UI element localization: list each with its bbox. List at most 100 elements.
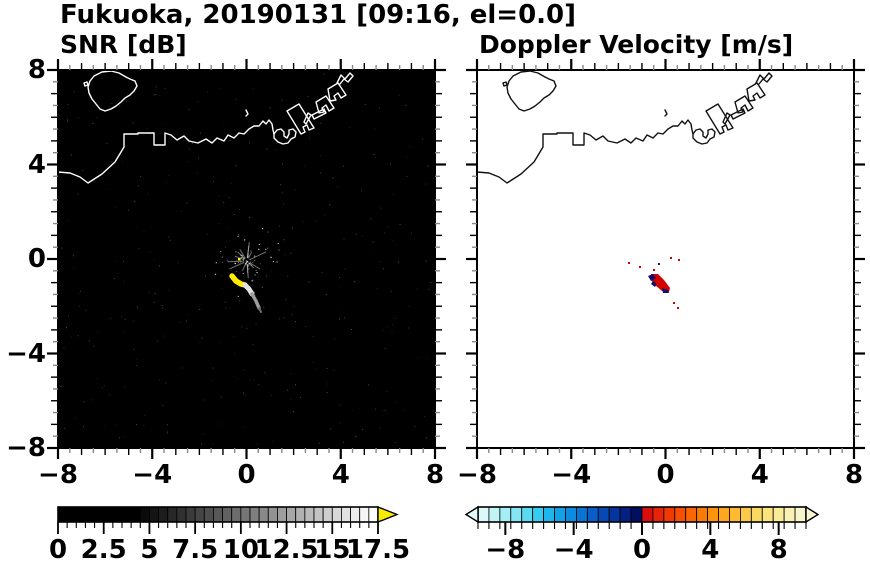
snr-colorbar-cell: [359, 506, 370, 523]
noise-speckle: [283, 239, 285, 241]
snr-colorbar-label: 7.5: [172, 535, 219, 565]
clutter-speckle: [276, 261, 278, 263]
noise-speckle: [136, 365, 138, 366]
snr-colorbar-cell: [286, 506, 297, 523]
clutter-speckle: [220, 250, 222, 253]
snr-colorbar-cell: [66, 506, 77, 523]
noise-speckle: [270, 395, 272, 396]
noise-speckle: [203, 399, 205, 401]
noise-speckle: [67, 103, 69, 105]
clutter-speckle: [221, 256, 224, 258]
noise-speckle: [95, 411, 97, 413]
snr-colorbar-cell: [295, 506, 306, 523]
noise-speckle: [143, 415, 145, 417]
coastline-harbor-pier: [692, 128, 716, 145]
noise-speckle: [103, 93, 105, 95]
noise-speckle: [334, 338, 336, 340]
clutter-speckle: [234, 262, 236, 265]
noise-speckle: [147, 193, 149, 195]
snr-colorbar-label: 12.5: [254, 535, 319, 565]
noise-speckle: [91, 84, 93, 86]
noise-speckle: [169, 239, 171, 241]
noise-speckle: [223, 202, 225, 203]
noise-speckle: [110, 318, 112, 320]
noise-speckle: [364, 104, 366, 106]
noise-speckle: [68, 220, 70, 221]
noise-speckle: [111, 102, 113, 104]
doppler-colorbar-cell: [794, 506, 807, 523]
noise-speckle: [257, 276, 259, 278]
clutter-speckle: [252, 261, 254, 263]
noise-speckle: [316, 368, 317, 369]
snr-colorbar-label: 2.5: [80, 535, 127, 565]
noise-speckle: [403, 409, 405, 411]
doppler-colorbar-cell: [586, 506, 599, 523]
noise-speckle: [385, 410, 387, 412]
snr-colorbar-cell: [185, 506, 196, 523]
noise-speckle: [168, 174, 170, 176]
noise-speckle: [167, 424, 168, 426]
noise-speckle: [66, 327, 67, 329]
noise-speckle: [291, 314, 293, 316]
noise-speckle: [161, 123, 163, 125]
noise-speckle: [67, 118, 69, 120]
noise-speckle: [382, 268, 384, 270]
clutter-speckle: [250, 250, 252, 252]
snr-colorbar-cell: [85, 506, 95, 523]
noise-speckle: [159, 95, 161, 96]
dop-x-tick-label: 0: [656, 460, 675, 490]
noise-speckle: [295, 384, 296, 386]
noise-speckle: [104, 385, 106, 386]
noise-speckle: [264, 372, 266, 374]
snr-colorbar-cell: [158, 506, 169, 523]
snr-colorbar-cell: [231, 506, 242, 523]
noise-speckle: [279, 184, 281, 186]
doppler-colorbar-cell: [685, 506, 698, 523]
noise-speckle: [361, 191, 362, 193]
snr-colorbar-cell: [130, 506, 141, 523]
noise-speckle: [315, 220, 317, 222]
noise-speckle: [186, 202, 188, 204]
noise-speckle: [292, 227, 294, 229]
doppler-colorbar-label: −4: [553, 535, 594, 565]
noise-speckle: [398, 95, 400, 97]
noise-speckle: [309, 137, 311, 139]
noise-speckle: [339, 422, 341, 424]
noise-speckle: [156, 340, 158, 342]
noise-speckle: [241, 326, 243, 328]
noise-speckle: [221, 287, 223, 289]
noise-speckle: [337, 186, 339, 188]
noise-speckle: [153, 94, 155, 96]
noise-speckle: [185, 320, 187, 322]
doppler-colorbar-cell: [674, 506, 687, 523]
doppler-echo-speck: [673, 302, 675, 304]
noise-speckle: [418, 357, 419, 359]
noise-speckle: [220, 396, 222, 398]
noise-speckle: [138, 247, 140, 249]
noise-speckle: [225, 307, 227, 309]
snr-colorbar-label: 15: [314, 535, 351, 565]
coastline-harbor-detail: [336, 72, 354, 85]
clutter-speckle: [261, 286, 263, 288]
noise-speckle: [191, 142, 193, 144]
noise-speckle: [118, 437, 120, 439]
noise-speckle: [425, 260, 427, 262]
noise-speckle: [122, 436, 124, 438]
noise-speckle: [255, 323, 257, 325]
clutter-speckle: [258, 248, 260, 250]
clutter-speckle: [214, 273, 217, 275]
noise-speckle: [218, 195, 220, 197]
noise-speckle: [165, 181, 167, 183]
noise-speckle: [294, 321, 296, 323]
noise-speckle: [177, 262, 179, 264]
noise-speckle: [120, 316, 122, 318]
noise-speckle: [196, 172, 198, 174]
noise-speckle: [233, 214, 235, 216]
noise-speckle: [368, 384, 370, 386]
noise-speckle: [308, 281, 310, 283]
doppler-colorbar-cell: [783, 506, 796, 523]
noise-speckle: [323, 73, 325, 75]
noise-speckle: [93, 345, 95, 347]
noise-speckle: [128, 209, 130, 211]
doppler-echo-speck: [639, 266, 641, 268]
